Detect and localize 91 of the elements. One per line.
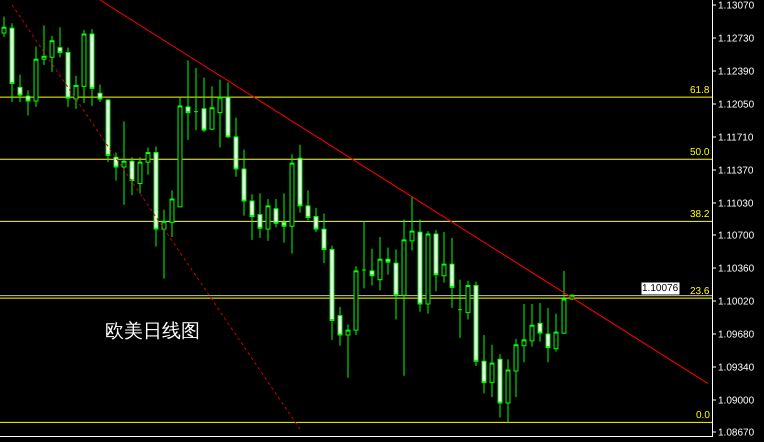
annotation: 50.0 bbox=[690, 147, 710, 158]
candlestick bbox=[290, 154, 294, 254]
candlestick bbox=[170, 190, 174, 238]
candlestick bbox=[98, 84, 102, 102]
annotation: 23.6 bbox=[690, 286, 710, 297]
y-tick-label: 1.10700 bbox=[718, 230, 755, 242]
candlestick bbox=[58, 26, 62, 58]
candlestick bbox=[562, 270, 566, 335]
candlestick bbox=[410, 196, 414, 252]
candlestick bbox=[242, 149, 246, 216]
annotation: 61.8 bbox=[690, 85, 710, 96]
candlestick bbox=[434, 230, 438, 292]
candlestick bbox=[234, 117, 238, 178]
annotation: 欧美日线图 bbox=[105, 320, 200, 342]
y-tick-label: 1.11030 bbox=[718, 198, 754, 210]
candlestick bbox=[42, 24, 46, 66]
candlestick bbox=[530, 303, 534, 348]
candlestick bbox=[146, 147, 150, 176]
y-tick-label: 1.13070 bbox=[718, 0, 755, 12]
candlestick bbox=[306, 190, 310, 221]
annotation: 0.0 bbox=[696, 410, 710, 421]
candlestick bbox=[74, 75, 78, 110]
candlestick bbox=[282, 192, 286, 244]
candlestick bbox=[250, 194, 254, 240]
candlestick bbox=[322, 213, 326, 264]
candlestick bbox=[426, 230, 430, 314]
candlestick bbox=[506, 358, 510, 423]
candlestick bbox=[130, 156, 134, 196]
candlestick bbox=[66, 47, 70, 108]
candlestick bbox=[210, 86, 214, 131]
y-tick-label: 1.09340 bbox=[718, 362, 755, 374]
candlestick bbox=[330, 245, 334, 340]
ref-line-label: 1.10076 bbox=[642, 283, 679, 294]
candlestick bbox=[258, 192, 262, 238]
candlestick bbox=[522, 303, 526, 363]
candlestick bbox=[362, 220, 366, 289]
y-tick-label: 1.09680 bbox=[718, 330, 755, 341]
candlestick bbox=[442, 232, 446, 284]
candlestick bbox=[370, 248, 374, 286]
candlestick bbox=[226, 82, 230, 138]
candlestick bbox=[338, 306, 342, 346]
candlestick bbox=[202, 77, 206, 133]
candlestick bbox=[18, 74, 22, 102]
annotation: 38.2 bbox=[690, 209, 710, 220]
candlestick bbox=[34, 46, 38, 108]
candlestick bbox=[418, 218, 422, 312]
candlestick bbox=[218, 79, 222, 148]
y-tick-label: 1.10360 bbox=[718, 264, 755, 275]
candlestick bbox=[298, 144, 302, 214]
candlestick bbox=[514, 338, 518, 398]
y-tick-label: 1.11370 bbox=[718, 165, 754, 176]
y-tick-label: 1.12390 bbox=[718, 66, 755, 78]
candlestick bbox=[490, 344, 494, 398]
y-tick-label: 1.12050 bbox=[718, 99, 755, 110]
y-tick-label: 1.09000 bbox=[718, 396, 755, 407]
candlestick bbox=[546, 307, 550, 363]
candlestick bbox=[114, 152, 118, 182]
candlestick bbox=[346, 324, 350, 378]
candlestick bbox=[498, 354, 502, 418]
candlestick bbox=[138, 156, 142, 194]
candlestick bbox=[538, 302, 542, 342]
candlestick bbox=[394, 249, 398, 320]
candlestick bbox=[186, 60, 190, 140]
candlestick bbox=[90, 28, 94, 106]
candlestick bbox=[354, 266, 358, 336]
candlestick bbox=[474, 281, 478, 367]
candlestick bbox=[82, 30, 86, 104]
candlestick bbox=[450, 237, 454, 308]
y-tick-label: 1.11710 bbox=[718, 132, 754, 144]
candlestick bbox=[194, 67, 198, 131]
candlestick bbox=[314, 207, 318, 233]
candlestick bbox=[50, 35, 54, 72]
candlestick bbox=[178, 96, 182, 208]
candlestick bbox=[10, 22, 14, 102]
candlestick bbox=[466, 280, 470, 320]
candlestick bbox=[378, 236, 382, 291]
candlestick bbox=[274, 198, 278, 228]
y-tick-label: 1.08670 bbox=[718, 428, 755, 439]
y-tick-label: 1.10020 bbox=[718, 296, 755, 308]
candlestick bbox=[106, 98, 110, 163]
candlestick bbox=[162, 209, 166, 280]
candlestick bbox=[266, 198, 270, 242]
candlestick bbox=[554, 313, 558, 352]
candlestick bbox=[458, 279, 462, 338]
candlestick bbox=[482, 334, 486, 394]
candlestick bbox=[26, 90, 30, 116]
candlestick bbox=[386, 247, 390, 276]
y-tick-label: 1.12730 bbox=[718, 33, 755, 44]
candlestick bbox=[122, 120, 126, 206]
candlestick bbox=[402, 218, 406, 376]
candlestick bbox=[154, 146, 158, 248]
